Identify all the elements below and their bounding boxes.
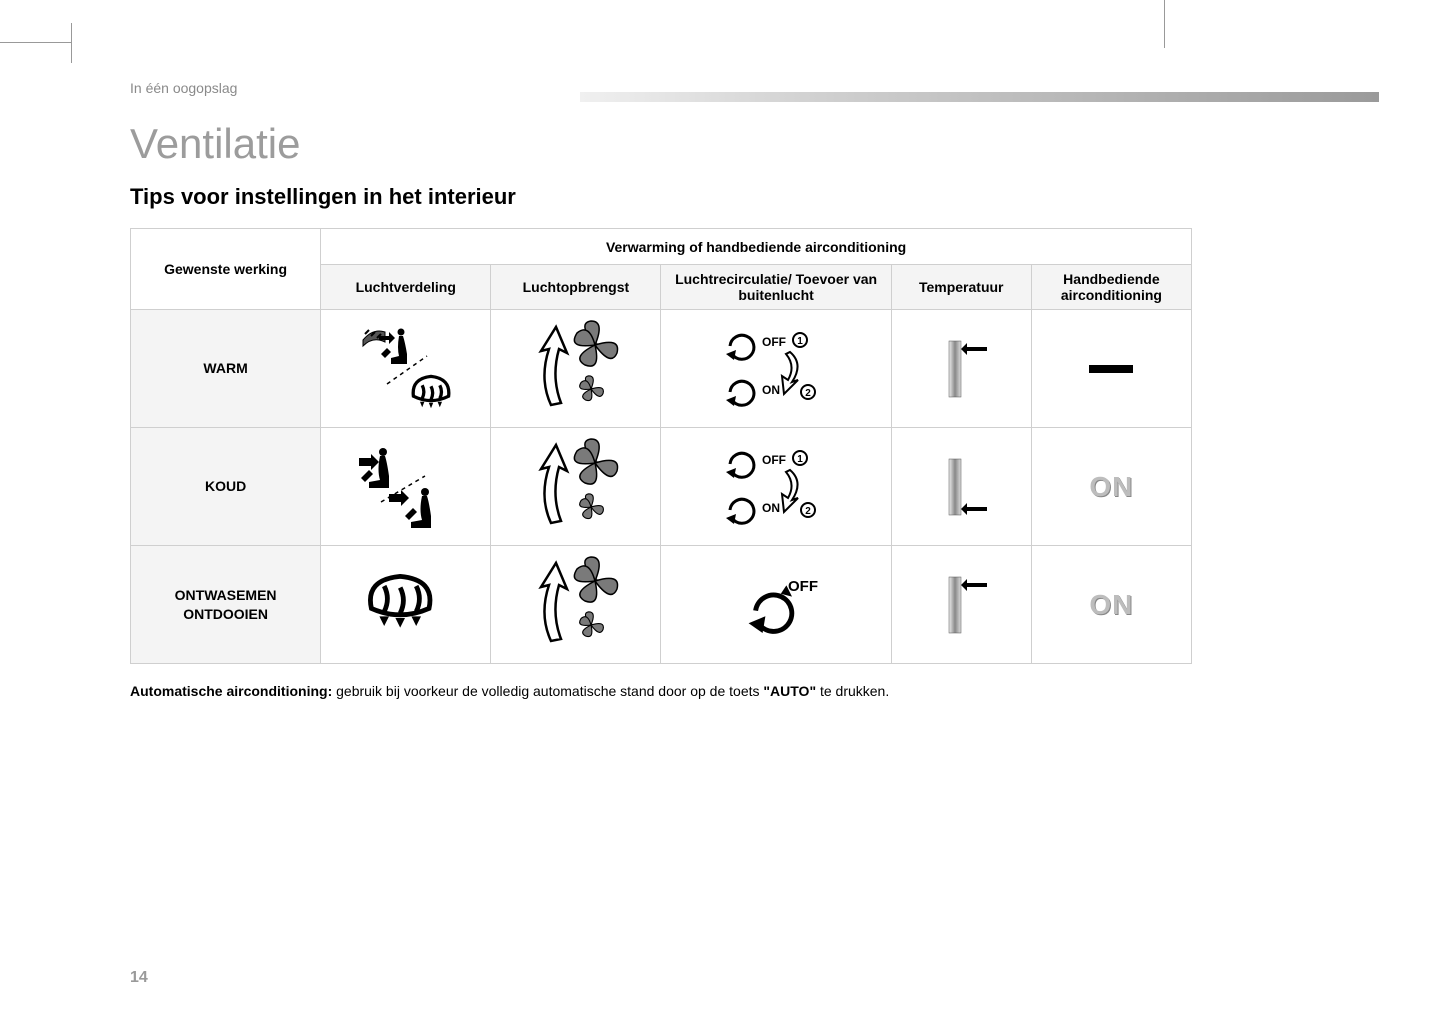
svg-text:OFF: OFF <box>788 578 818 595</box>
fan-speed-icon <box>491 428 661 546</box>
th-col-3: Temperatuur <box>891 265 1031 310</box>
svg-text:ON: ON <box>762 501 780 515</box>
ac-state-icon: ON <box>1031 428 1191 546</box>
on-text: ON <box>1040 471 1183 503</box>
air-distribution-icon <box>321 546 491 664</box>
row-label: ONTWASEMEN ONTDOOIEN <box>131 546 321 664</box>
svg-text:1: 1 <box>797 454 803 465</box>
page-subtitle: Tips voor instellingen in het interieur <box>130 184 1192 210</box>
crop-mark-right <box>1164 0 1165 48</box>
th-col-0: Luchtverdeling <box>321 265 491 310</box>
air-distribution-icon <box>321 310 491 428</box>
fan-speed-icon <box>491 310 661 428</box>
section-label: In één oogopslag <box>130 80 1192 96</box>
down-arrow-icon <box>782 352 798 394</box>
row-label: KOUD <box>131 428 321 546</box>
ac-state-icon: ON <box>1031 546 1191 664</box>
svg-text:OFF: OFF <box>762 453 786 467</box>
temperature-icon <box>891 310 1031 428</box>
arrow-left-icon <box>961 503 987 515</box>
air-distribution-icon <box>321 428 491 546</box>
ventilation-table: Gewenste werking Verwarming of handbedie… <box>130 228 1192 664</box>
up-arrow-icon <box>541 327 567 405</box>
arrow-left-icon <box>961 343 987 355</box>
fan-large-icon <box>574 321 617 366</box>
page-number: 14 <box>130 969 148 987</box>
dash-icon <box>1089 365 1133 373</box>
page-content: In één oogopslag Ventilatie Tips voor in… <box>130 80 1192 702</box>
th-col-4: Handbediende airconditioning <box>1031 265 1191 310</box>
row-label: WARM <box>131 310 321 428</box>
th-col-1: Luchtopbrengst <box>491 265 661 310</box>
table-row: WARM <box>131 310 1192 428</box>
recirc-on-label: ON <box>762 383 780 397</box>
recirculation-icon: OFF 1 ON 2 <box>661 310 891 428</box>
th-col-2: Luchtrecirculatie/ Toevoer van buitenluc… <box>661 265 891 310</box>
table-row: ONTWASEMEN ONTDOOIEN <box>131 546 1192 664</box>
th-group: Verwarming of handbediende airconditioni… <box>321 229 1192 265</box>
ac-state-icon <box>1031 310 1191 428</box>
crop-mark-left <box>0 42 72 54</box>
table-row: KOUD <box>131 428 1192 546</box>
svg-text:1: 1 <box>797 336 803 347</box>
temperature-icon <box>891 428 1031 546</box>
fan-speed-icon <box>491 546 661 664</box>
svg-text:2: 2 <box>805 506 811 517</box>
footnote: Automatische airconditioning: gebruik bi… <box>130 682 1192 702</box>
on-text: ON <box>1040 589 1183 621</box>
recirculation-icon: OFF 1 ON 2 <box>661 428 891 546</box>
recirc-off-label: OFF <box>762 335 786 349</box>
page-title: Ventilatie <box>130 120 1192 168</box>
svg-text:2: 2 <box>805 388 811 399</box>
fan-small-icon <box>580 375 604 400</box>
recirculation-icon: OFF <box>661 546 891 664</box>
th-rowhead: Gewenste werking <box>131 229 321 310</box>
temperature-icon <box>891 546 1031 664</box>
